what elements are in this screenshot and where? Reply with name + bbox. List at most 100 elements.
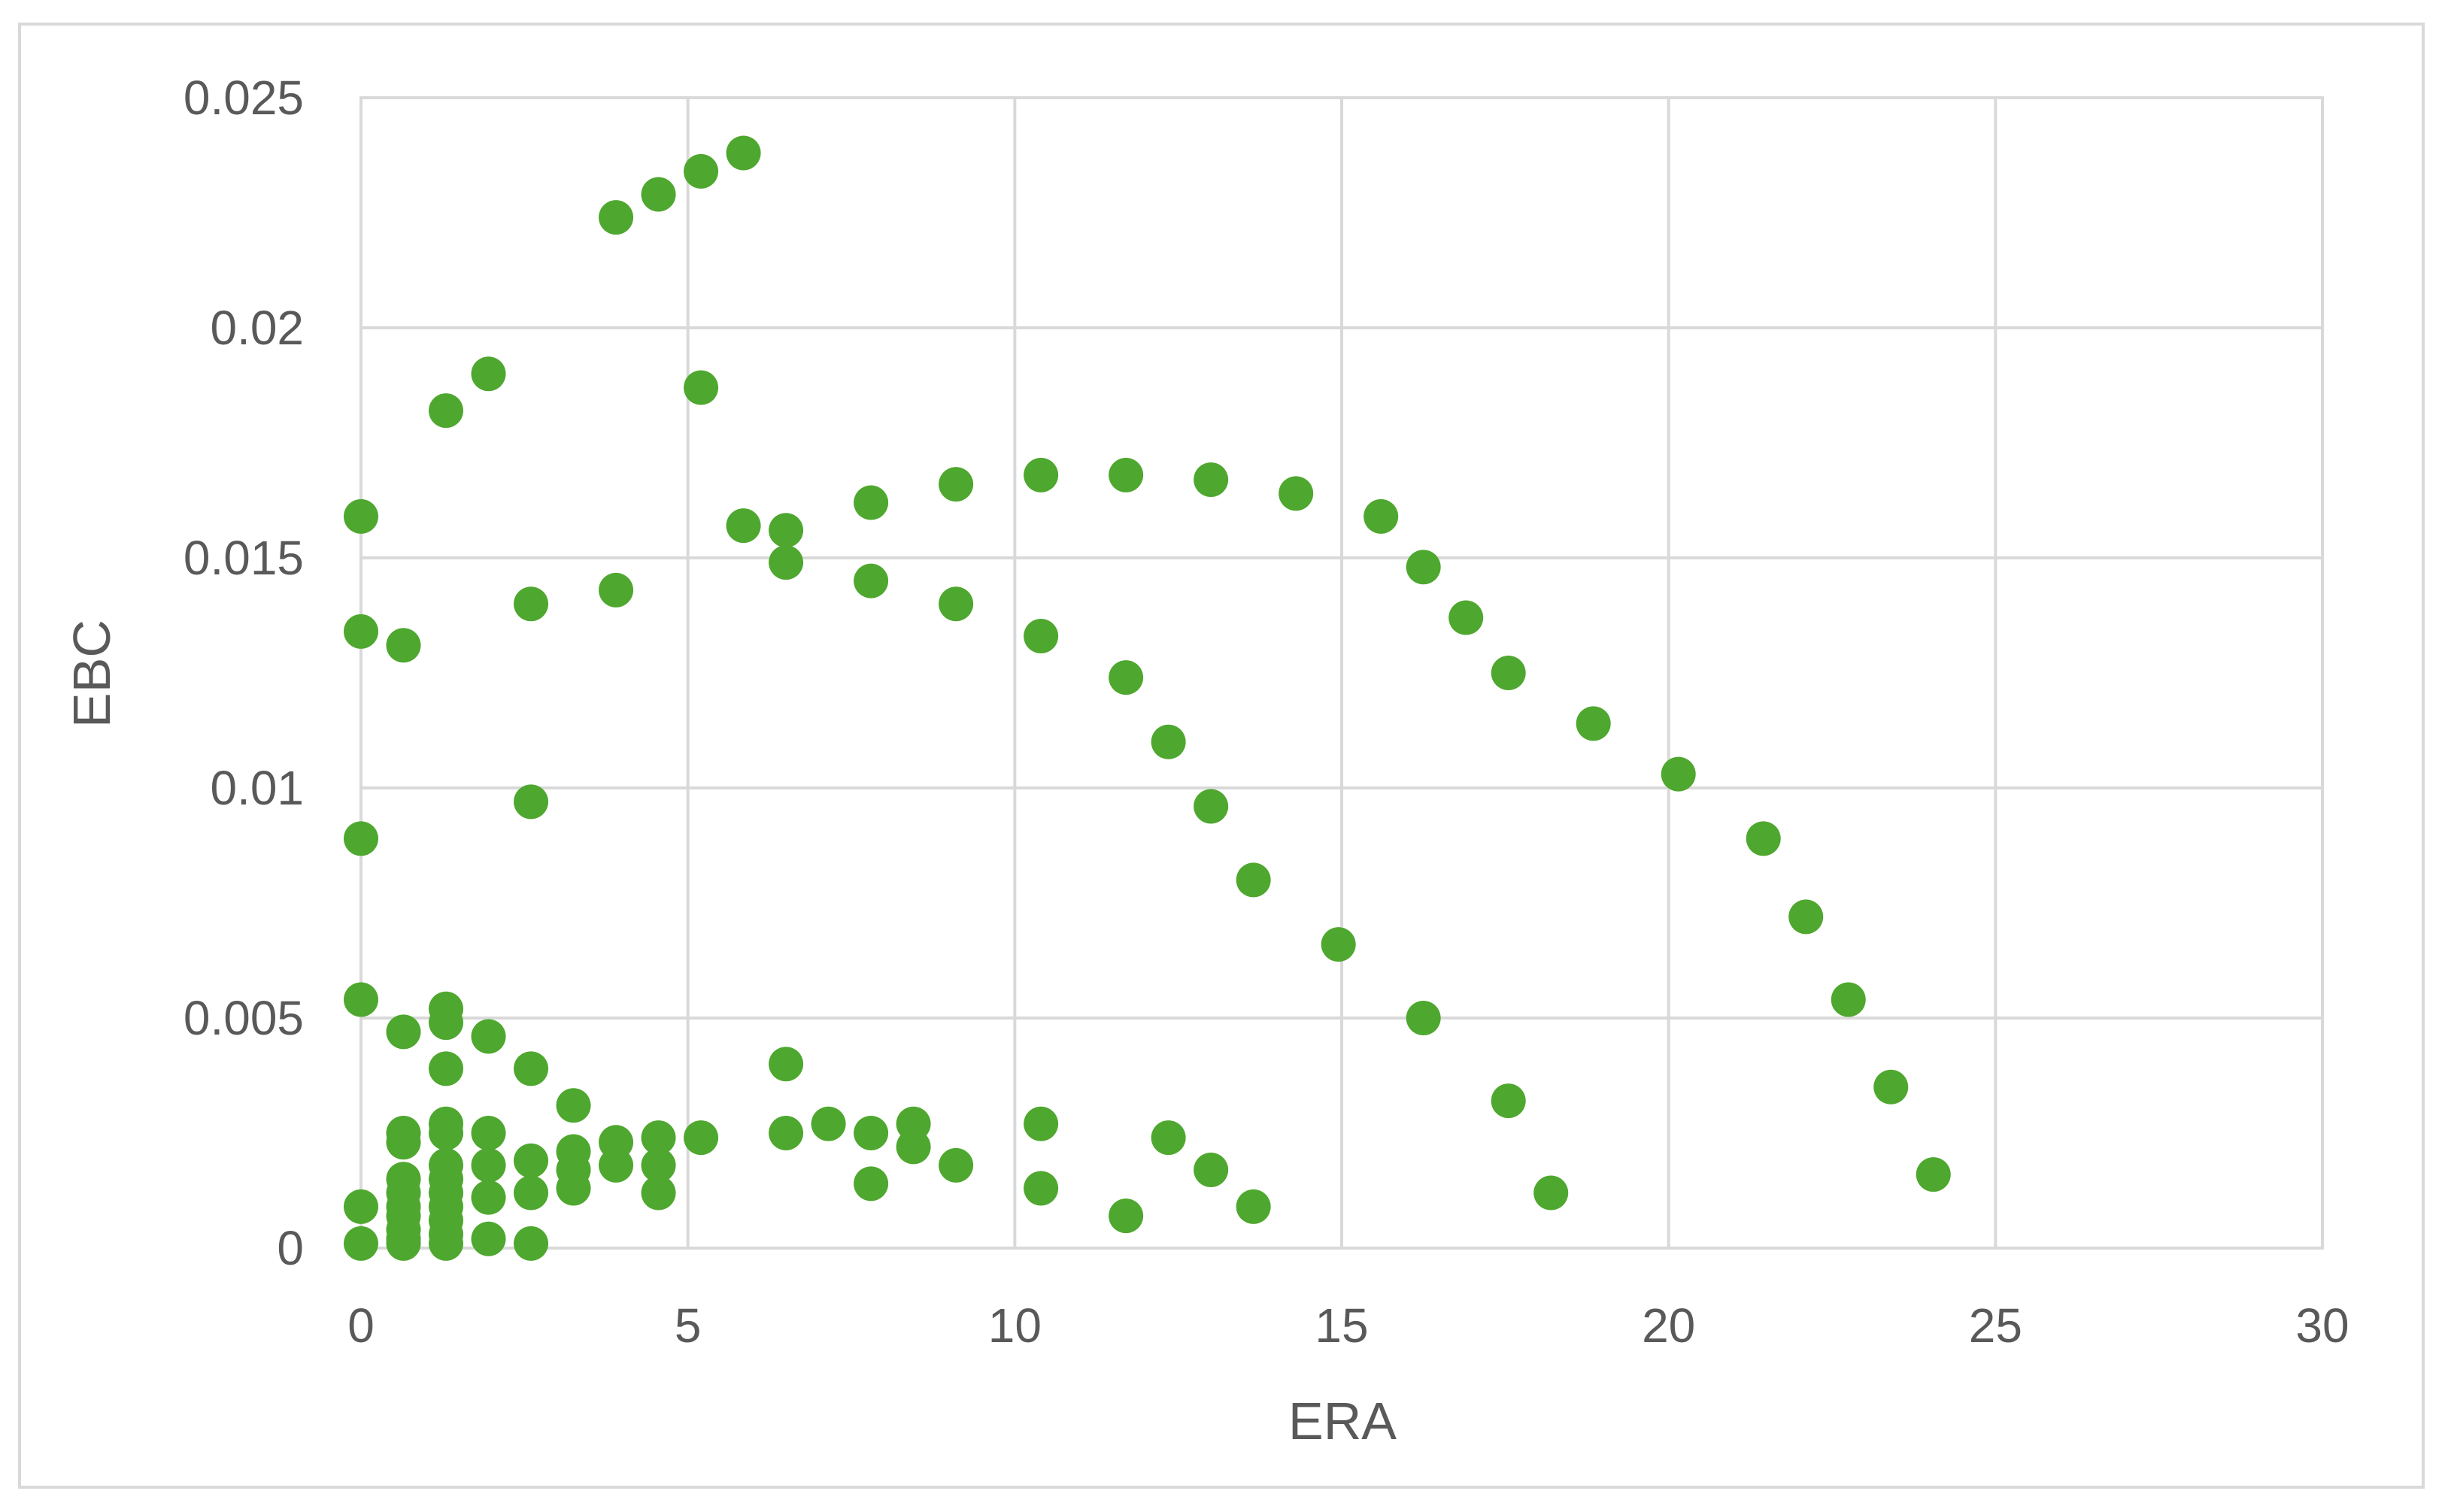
- x-tick-label: 25: [1969, 1298, 2022, 1353]
- data-point: [429, 1051, 464, 1086]
- data-point: [514, 1051, 549, 1086]
- data-point: [599, 200, 634, 235]
- data-point: [641, 177, 676, 212]
- x-tick-label: 15: [1315, 1298, 1368, 1353]
- data-points-layer: [344, 135, 1951, 1261]
- x-axis-title: ERA: [1288, 1392, 1397, 1450]
- data-point: [641, 1120, 676, 1156]
- data-point: [769, 1116, 804, 1150]
- data-point: [1661, 756, 1696, 792]
- data-point: [1109, 660, 1144, 695]
- axis-layer: 0 5 10 15 20 25 30 0 0.005 0.01 0.015 0.02 0.025: [184, 71, 2349, 1353]
- data-point: [556, 1088, 591, 1123]
- data-point: [1024, 1171, 1059, 1206]
- data-point: [769, 513, 804, 548]
- data-point: [471, 356, 506, 392]
- data-point: [896, 1129, 931, 1165]
- data-point: [599, 1147, 634, 1183]
- y-tick-label: 0.005: [184, 991, 304, 1045]
- data-point: [386, 628, 421, 663]
- data-point: [386, 1014, 421, 1050]
- data-point: [684, 370, 719, 405]
- y-axis-title: EBC: [62, 620, 121, 728]
- data-point: [1236, 862, 1271, 898]
- y-tick-label: 0.015: [184, 531, 304, 585]
- data-point: [854, 563, 889, 598]
- data-point: [1109, 457, 1144, 492]
- y-tick-label: 0.02: [210, 301, 304, 355]
- data-point: [1831, 982, 1866, 1017]
- data-point: [1194, 1152, 1229, 1187]
- data-point: [811, 1106, 846, 1141]
- data-point: [939, 586, 974, 622]
- data-point: [939, 467, 974, 502]
- data-point: [1491, 656, 1526, 690]
- data-point: [854, 1116, 889, 1150]
- data-point: [1024, 619, 1059, 654]
- data-point: [471, 1116, 506, 1150]
- data-point: [471, 1147, 506, 1183]
- data-point: [429, 393, 464, 429]
- data-point: [1194, 789, 1229, 824]
- data-point: [514, 1226, 549, 1261]
- data-point: [471, 1180, 506, 1215]
- data-point: [1448, 600, 1484, 635]
- x-tick-label: 10: [988, 1298, 1042, 1353]
- grid-layer: [359, 96, 2324, 1250]
- data-point: [939, 1147, 974, 1183]
- data-point: [344, 1189, 378, 1224]
- data-point: [344, 498, 378, 534]
- data-point: [1576, 706, 1611, 741]
- data-point: [684, 1120, 719, 1156]
- data-point: [1024, 1106, 1059, 1141]
- data-point: [514, 1143, 549, 1178]
- data-point: [769, 545, 804, 580]
- data-point: [514, 784, 549, 820]
- data-point: [344, 614, 378, 649]
- data-point: [1746, 821, 1781, 856]
- data-point: [1236, 1189, 1271, 1224]
- data-point: [514, 586, 549, 622]
- data-point: [429, 1116, 464, 1150]
- data-point: [641, 1147, 676, 1183]
- data-point: [599, 572, 634, 608]
- data-point: [514, 1175, 549, 1211]
- data-point: [1788, 899, 1824, 935]
- data-point: [1279, 476, 1314, 511]
- data-point: [1916, 1157, 1951, 1192]
- y-tick-label: 0.01: [210, 761, 304, 815]
- data-point: [1406, 550, 1441, 585]
- data-point: [429, 1226, 464, 1261]
- data-point: [1151, 724, 1186, 759]
- data-point: [726, 135, 761, 171]
- data-point: [1109, 1198, 1144, 1234]
- data-point: [1873, 1069, 1909, 1104]
- data-point: [1194, 462, 1229, 497]
- x-tick-label: 30: [2295, 1298, 2349, 1353]
- data-point: [854, 1166, 889, 1201]
- data-point: [471, 1221, 506, 1256]
- data-point: [769, 1047, 804, 1082]
- data-point: [1533, 1175, 1569, 1211]
- y-tick-label: 0: [277, 1221, 304, 1275]
- data-point: [1364, 498, 1399, 534]
- data-point: [684, 153, 719, 189]
- data-point: [344, 1226, 378, 1261]
- data-point: [1151, 1120, 1186, 1156]
- data-point: [386, 1125, 421, 1160]
- data-point: [1321, 927, 1356, 962]
- data-point: [471, 1019, 506, 1054]
- x-tick-label: 20: [1642, 1298, 1695, 1353]
- data-point: [854, 485, 889, 520]
- data-point: [556, 1171, 591, 1206]
- data-point: [1024, 457, 1059, 492]
- data-point: [344, 982, 378, 1017]
- data-point: [429, 1005, 464, 1041]
- data-point: [344, 821, 378, 856]
- y-tick-label: 0.025: [184, 71, 304, 125]
- data-point: [1406, 1001, 1441, 1035]
- data-point: [726, 508, 761, 544]
- data-point: [641, 1175, 676, 1211]
- data-point: [1491, 1083, 1526, 1119]
